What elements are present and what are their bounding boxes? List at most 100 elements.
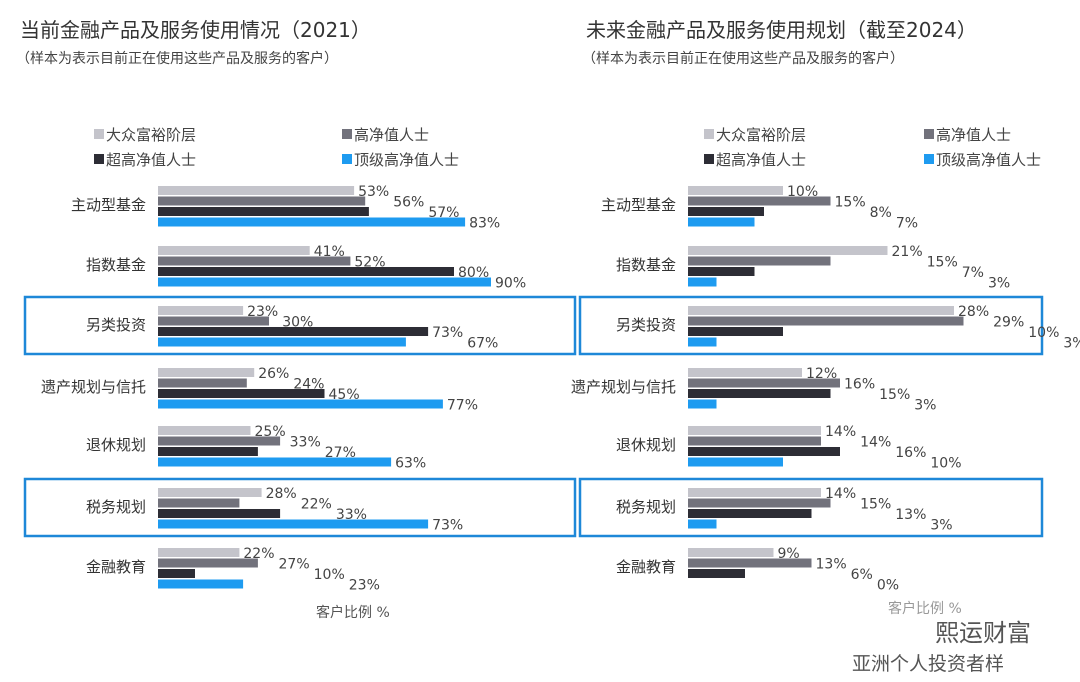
category-label: 退休规划: [86, 436, 146, 454]
data-label: 14%: [825, 424, 856, 440]
bar: [688, 256, 831, 266]
data-label: 57%: [428, 205, 459, 221]
data-label: 8%: [870, 205, 892, 221]
data-label: 83%: [469, 216, 500, 232]
left-x-axis-label: 客户比例 %: [316, 605, 390, 621]
highlight-box: [23, 295, 577, 356]
bar: [158, 267, 454, 276]
data-label: 10%: [314, 567, 345, 583]
bar: [158, 488, 262, 497]
bar: [688, 186, 783, 195]
legend-swatch: [704, 154, 714, 164]
left-chart-subtitle: （样本为表示目前正在使用这些产品及服务的客户）: [16, 51, 338, 67]
data-label: 3%: [914, 398, 936, 414]
legend-swatch: [924, 129, 934, 139]
category-label: 指数基金: [616, 256, 676, 274]
data-label: 23%: [247, 304, 278, 320]
bar: [688, 378, 840, 388]
data-label: 6%: [851, 567, 873, 583]
data-label: 41%: [314, 244, 345, 260]
bar: [158, 217, 466, 227]
bar: [688, 267, 755, 276]
bar: [158, 498, 240, 508]
highlight-box: [578, 477, 1044, 538]
data-label: 27%: [325, 445, 356, 461]
data-label: 73%: [432, 325, 463, 341]
bar: [158, 569, 195, 578]
legend-label: 超高净值人士: [106, 151, 196, 169]
bar: [158, 519, 429, 529]
category-label: 遗产规划与信托: [571, 378, 676, 396]
data-label: 3%: [930, 518, 952, 534]
bar: [158, 548, 240, 557]
bar: [158, 399, 443, 409]
data-label: 10%: [930, 456, 961, 472]
data-label: 63%: [395, 456, 426, 472]
bar: [688, 569, 745, 578]
legend-swatch: [924, 154, 934, 164]
highlight-box: [578, 295, 1044, 356]
bar: [158, 579, 244, 589]
bar: [688, 548, 774, 557]
data-label: 16%: [844, 377, 875, 393]
bar: [158, 306, 244, 315]
bar: [688, 207, 764, 216]
data-label: 22%: [243, 546, 274, 562]
data-label: 29%: [993, 315, 1024, 331]
bar: [158, 426, 251, 435]
data-label: 77%: [447, 398, 478, 414]
category-label: 另类投资: [616, 316, 676, 334]
bar: [158, 277, 491, 287]
data-label: 30%: [282, 315, 313, 331]
data-label: 15%: [860, 497, 891, 513]
data-label: 9%: [778, 546, 800, 562]
bar: [688, 519, 717, 529]
bar: [688, 457, 783, 467]
data-label: 22%: [301, 497, 332, 513]
bar: [158, 389, 325, 398]
right-chart-subtitle: （样本为表示目前正在使用这些产品及服务的客户）: [582, 51, 904, 67]
data-label: 90%: [495, 276, 526, 292]
bar: [688, 306, 954, 315]
bar: [158, 186, 355, 195]
data-label: 16%: [895, 445, 926, 461]
legend-label: 大众富裕阶层: [716, 126, 806, 144]
bar: [158, 436, 281, 446]
data-label: 14%: [860, 435, 891, 451]
data-label: 13%: [816, 557, 847, 573]
data-label: 25%: [255, 424, 286, 440]
data-label: 14%: [825, 486, 856, 502]
watermark: 熙运财富: [935, 619, 1031, 647]
data-label: 13%: [895, 507, 926, 523]
category-label: 主动型基金: [71, 196, 146, 214]
data-label: 28%: [266, 486, 297, 502]
data-label: 10%: [1028, 325, 1059, 341]
legend-label: 高净值人士: [354, 126, 429, 144]
bar: [158, 196, 366, 206]
data-label: 3%: [988, 276, 1010, 292]
legend-swatch: [342, 154, 352, 164]
bar: [688, 488, 821, 497]
data-label: 28%: [958, 304, 989, 320]
legend-label: 顶级高净值人士: [354, 151, 459, 169]
right-x-axis-label: 客户比例 %: [888, 601, 962, 617]
bar: [158, 337, 406, 347]
legend-label: 顶级高净值人士: [936, 151, 1041, 169]
data-label: 24%: [293, 377, 324, 393]
category-label: 遗产规划与信托: [41, 378, 146, 396]
legend-label: 超高净值人士: [716, 151, 806, 169]
bar: [688, 368, 802, 377]
bar: [158, 368, 255, 377]
bar: [688, 498, 831, 508]
data-label: 67%: [467, 336, 498, 352]
category-label: 金融教育: [86, 558, 146, 576]
legend-label: 高净值人士: [936, 126, 1011, 144]
category-label: 另类投资: [86, 316, 146, 334]
bar: [688, 316, 964, 326]
bar: [158, 256, 351, 266]
category-label: 主动型基金: [601, 196, 676, 214]
bar: [688, 426, 821, 435]
bar: [688, 217, 755, 227]
right-chart-title: 未来金融产品及服务使用规划（截至2024）: [586, 18, 977, 42]
footer-text: 亚洲个人投资者样: [852, 653, 1005, 675]
